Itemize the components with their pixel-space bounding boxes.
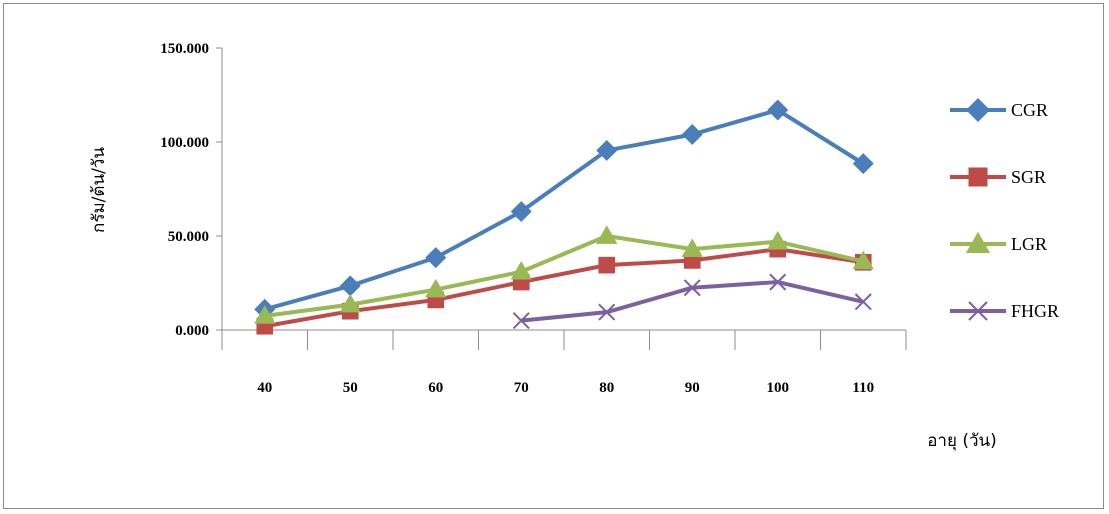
x-tick-label: 100 — [767, 380, 790, 396]
data-point — [596, 225, 618, 244]
x-tick-label: 80 — [599, 380, 614, 396]
legend-item: FHGR — [950, 301, 1059, 321]
data-point — [767, 230, 789, 250]
legend-label: CGR — [1011, 100, 1048, 120]
data-point — [254, 305, 276, 324]
data-point — [425, 247, 447, 269]
legend: CGR SGR LGR FHGR — [950, 98, 1059, 321]
y-tick-label: 100.000 — [160, 135, 209, 151]
legend-label: SGR — [1011, 167, 1046, 187]
data-point — [769, 273, 787, 291]
data-point-stroke — [683, 279, 701, 297]
x-axis-title: อายุ (วัน) — [927, 431, 997, 451]
x-tick-label: 70 — [514, 380, 529, 396]
data-point — [683, 279, 701, 297]
x-tick-label: 90 — [685, 380, 700, 396]
data-point — [968, 301, 988, 321]
y-axis-title: กรัม/ต้น/วัน — [89, 147, 109, 233]
x-tick-label: 40 — [257, 380, 272, 396]
legend-item: LGR — [950, 231, 1047, 254]
data-point — [681, 124, 703, 145]
data-point — [852, 250, 874, 270]
series-lgr — [254, 225, 874, 324]
data-point — [854, 293, 872, 311]
data-point — [510, 201, 532, 223]
y-tick-label: 150.000 — [160, 41, 209, 57]
data-point — [968, 167, 988, 187]
data-point-stroke — [968, 301, 988, 321]
y-tick-label: 50.000 — [168, 229, 209, 245]
data-point — [767, 99, 789, 121]
data-point — [965, 231, 991, 253]
data-point-stroke — [598, 303, 616, 321]
data-point — [339, 293, 361, 313]
series-line — [264, 247, 864, 329]
chart-border — [3, 3, 1104, 509]
legend-label: LGR — [1011, 234, 1047, 254]
data-point — [852, 153, 874, 175]
data-point — [510, 260, 532, 280]
legend-item: SGR — [950, 167, 1046, 187]
data-point — [596, 140, 618, 161]
data-point-stroke — [769, 273, 787, 291]
data-point — [512, 312, 530, 330]
legend-label: FHGR — [1011, 301, 1059, 321]
y-tick-label: 0.000 — [175, 323, 209, 339]
x-tick-label: 50 — [343, 380, 358, 396]
data-point-stroke — [512, 312, 530, 330]
data-point — [966, 98, 990, 122]
x-tick-label: 60 — [428, 380, 443, 396]
data-point — [598, 303, 616, 321]
legend-item: CGR — [950, 98, 1048, 122]
data-point-stroke — [854, 293, 872, 311]
data-point — [681, 238, 703, 257]
series-line — [264, 234, 864, 318]
series-fhgr — [512, 273, 872, 330]
data-point — [598, 256, 616, 274]
x-tick-label: 110 — [852, 380, 874, 396]
series-line — [264, 108, 865, 312]
data-point — [425, 278, 447, 298]
